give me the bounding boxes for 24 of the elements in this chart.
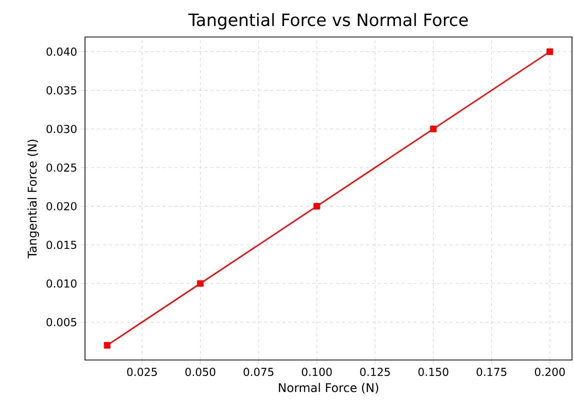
x-tick-label: 0.150 bbox=[418, 368, 448, 376]
x-tick-label: 0.200 bbox=[534, 368, 565, 376]
y-tick-label: 0.030 bbox=[46, 124, 76, 134]
x-axis-title: Normal Force (N) bbox=[278, 382, 378, 394]
y-tick-label: 0.010 bbox=[46, 279, 76, 288]
y-axis-title: Tangential Force (N) bbox=[27, 140, 40, 258]
x-tick-label: 0.100 bbox=[302, 368, 332, 376]
y-tick-label: 0.015 bbox=[46, 240, 76, 250]
point bbox=[546, 48, 554, 55]
x-tick-label: 0.125 bbox=[360, 368, 390, 376]
x-tick-label: 0.050 bbox=[185, 368, 216, 376]
x-tick-label: 0.175 bbox=[476, 368, 506, 376]
y-tick-label: 0.040 bbox=[46, 48, 76, 56]
y-tick-label: 0.025 bbox=[46, 163, 76, 172]
point bbox=[197, 280, 204, 287]
point bbox=[314, 202, 320, 210]
point bbox=[430, 126, 437, 132]
chart-title: Tangential Force vs Normal Force bbox=[188, 13, 468, 30]
y-tick-label: 0.005 bbox=[46, 318, 76, 326]
x-tick-label: 0.025 bbox=[127, 368, 157, 376]
x-tick-label: 0.075 bbox=[244, 368, 274, 376]
point bbox=[104, 342, 110, 349]
y-tick-label: 0.020 bbox=[46, 202, 76, 210]
y-tick-label: 0.035 bbox=[46, 86, 76, 94]
